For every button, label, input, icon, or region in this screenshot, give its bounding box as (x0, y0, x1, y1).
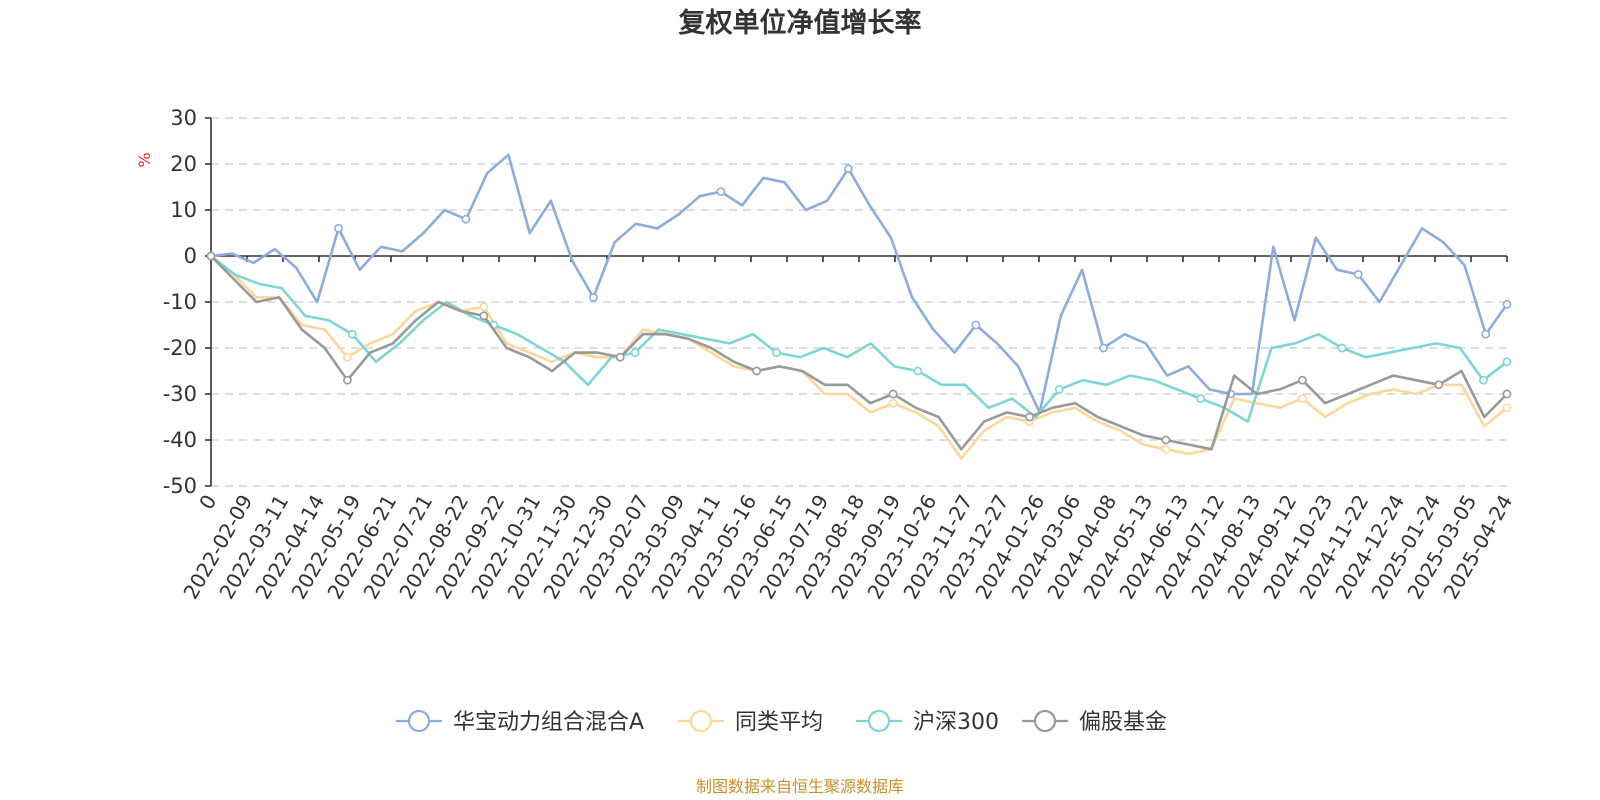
legend-label: 同类平均 (735, 710, 823, 735)
y-tick-label: -30 (163, 382, 197, 406)
series-lines (206, 153, 1512, 460)
data-point (1196, 394, 1206, 403)
y-tick-labels: 30 20 10 0 -10 -20 -30 -40 -50 (163, 106, 197, 498)
data-point (347, 329, 357, 339)
data-point (1479, 375, 1488, 385)
x-tick-labels: 02022-02-092022-03-112022-04-142022-05-1… (178, 491, 1517, 604)
data-point (461, 214, 471, 224)
series-line-0 (210, 153, 1509, 414)
data-point (752, 366, 762, 376)
data-point (1161, 435, 1171, 445)
chart-title: 复权单位净值增长率 (679, 7, 922, 39)
data-point (1297, 394, 1307, 403)
series-line-3 (210, 255, 1508, 451)
data-point (1434, 380, 1444, 390)
data-point (716, 187, 726, 196)
data-point (1502, 357, 1512, 367)
legend-marker (689, 709, 713, 733)
data-point (1161, 444, 1171, 454)
data-point (479, 302, 489, 311)
y-tick-label: 30 (170, 106, 197, 130)
data-point (589, 292, 598, 302)
y-tick-label: -50 (163, 474, 197, 498)
grid-lines (211, 117, 1507, 487)
data-point (1025, 412, 1034, 422)
data-point (1481, 329, 1491, 339)
data-point (479, 311, 489, 321)
data-point (1502, 389, 1512, 399)
legend-marker (407, 709, 431, 733)
y-axis-unit: % (135, 152, 154, 167)
data-point (615, 352, 625, 362)
data-point (1502, 299, 1512, 309)
data-point (888, 389, 898, 399)
legend-item-1[interactable]: 同类平均 (678, 709, 823, 735)
source-note: 制图数据来自恒生聚源数据库 (696, 777, 904, 796)
y-tick-label: 0 (184, 244, 197, 268)
data-point (888, 398, 898, 408)
legend-marker (867, 709, 891, 733)
x-tick-label: 0 (194, 491, 221, 514)
data-point (1098, 343, 1108, 353)
data-point (971, 320, 981, 330)
y-tick-label: 10 (170, 198, 197, 222)
legend-marker (1033, 709, 1057, 733)
data-point (1337, 343, 1347, 353)
legend-label: 沪深300 (913, 710, 999, 735)
y-tick-label: -20 (163, 336, 197, 360)
legend-label: 华宝动力组合混合A (453, 710, 644, 735)
data-point (843, 164, 853, 173)
y-tick-label: -40 (163, 428, 197, 452)
axes (205, 117, 1508, 487)
data-point (913, 366, 923, 376)
data-point (343, 375, 352, 385)
data-point (1297, 375, 1307, 385)
data-point (1502, 403, 1512, 413)
legend-item-2[interactable]: 沪深300 (856, 709, 999, 735)
y-tick-label: 20 (170, 152, 197, 176)
data-point (630, 348, 640, 357)
data-point (206, 251, 216, 261)
legend-item-3[interactable]: 偏股基金 (1022, 709, 1167, 735)
data-point (343, 352, 352, 362)
y-tick-label: -10 (163, 290, 197, 314)
data-point (334, 223, 343, 233)
data-point (1353, 269, 1363, 279)
series-line-1 (210, 254, 1508, 460)
legend-label: 偏股基金 (1079, 710, 1167, 735)
legend-item-0[interactable]: 华宝动力组合混合A (396, 709, 644, 735)
data-point (1054, 384, 1064, 394)
series-line-2 (210, 254, 1508, 423)
data-point (772, 348, 781, 357)
legend[interactable]: 华宝动力组合混合A 同类平均 沪深300 偏股基金 (396, 709, 1167, 735)
